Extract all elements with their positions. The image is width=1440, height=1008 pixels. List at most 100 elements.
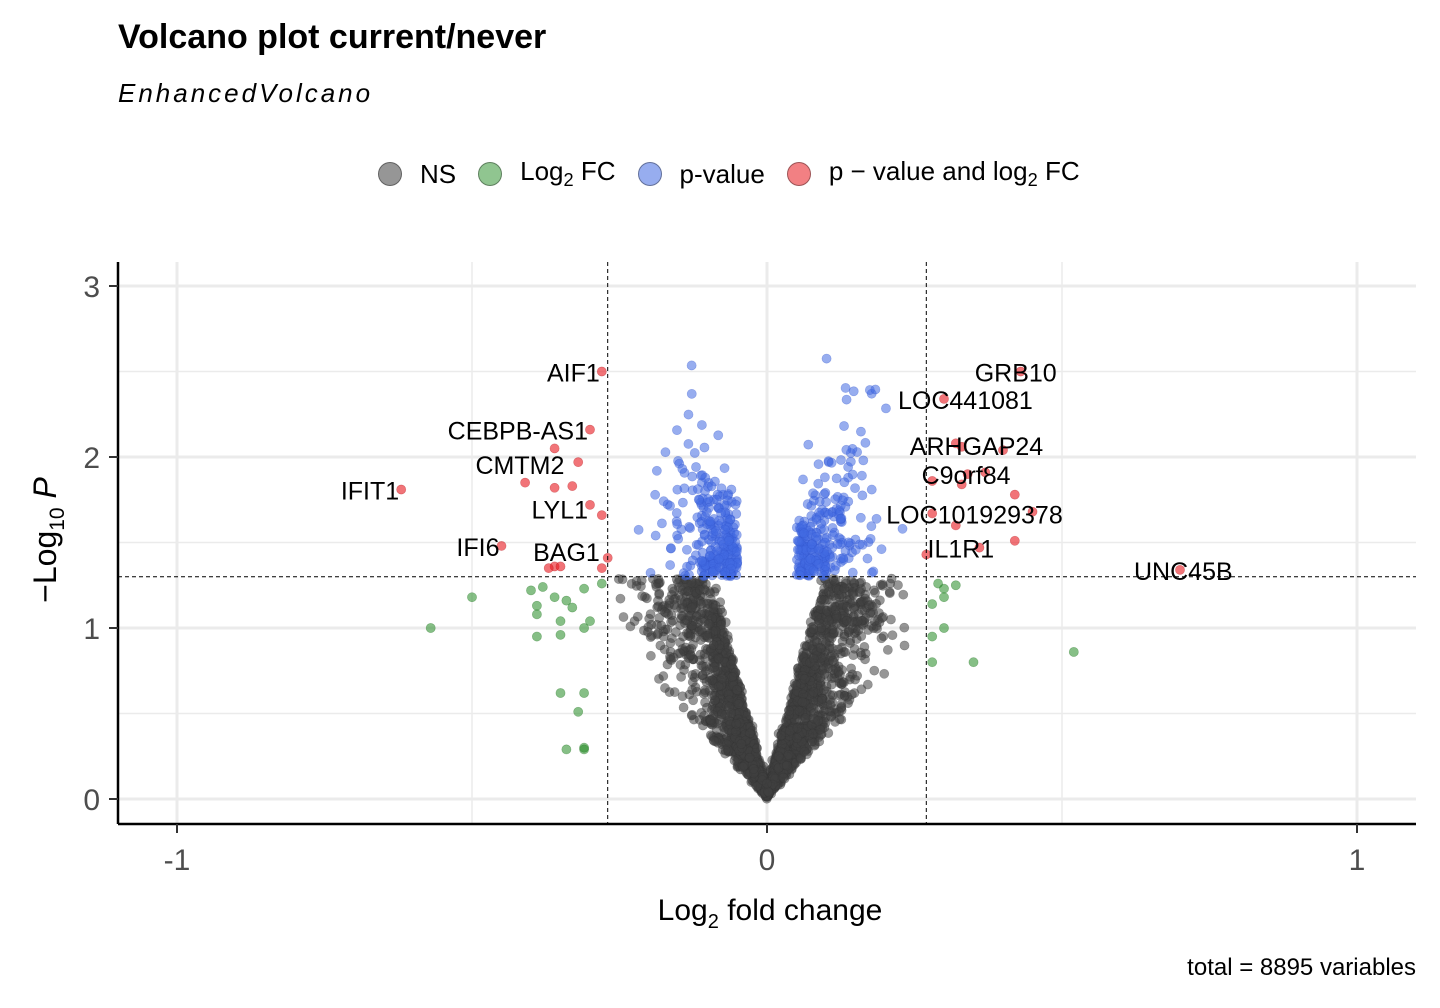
point-ns (716, 619, 727, 630)
point-both (956, 479, 967, 490)
point-pvalue (665, 560, 676, 570)
point-ns (839, 631, 850, 642)
point-pvalue (811, 514, 822, 525)
point-ns (682, 615, 693, 626)
point-ns (618, 612, 629, 622)
point-pvalue (793, 536, 804, 547)
point-pvalue (829, 565, 840, 576)
grid (118, 262, 1416, 824)
point-log2fc (968, 657, 979, 668)
point-pvalue (693, 540, 704, 550)
point-ns (695, 609, 706, 620)
point-log2fc (939, 623, 949, 633)
point-ns (799, 674, 810, 684)
point-ns (814, 736, 825, 747)
point-pvalue (712, 545, 723, 556)
point-ns (717, 607, 728, 618)
point-ns (653, 578, 664, 589)
gene-label: IFIT1 (341, 477, 399, 505)
point-pvalue (839, 477, 850, 488)
point-pvalue (650, 489, 661, 500)
point-pvalue (697, 524, 708, 534)
point-ns (882, 645, 893, 655)
point-pvalue (799, 528, 809, 539)
point-ns (631, 581, 642, 591)
point-ns (808, 653, 819, 664)
point-pvalue (813, 544, 824, 555)
point-pvalue (881, 403, 891, 414)
point-log2fc (1068, 647, 1079, 657)
point-both (596, 510, 607, 521)
point-ns (613, 574, 624, 584)
point-ns (727, 671, 738, 682)
point-pvalue (805, 554, 816, 564)
point-pvalue (658, 496, 669, 507)
point-ns (637, 591, 648, 601)
point-pvalue (798, 474, 808, 485)
point-pvalue (703, 494, 713, 504)
chart-subtitle: EnhancedVolcano (118, 78, 374, 108)
point-ns (677, 691, 688, 702)
point-ns (669, 687, 680, 697)
point-ns (721, 648, 732, 659)
point-ns (696, 625, 707, 635)
point-log2fc (526, 585, 536, 596)
point-both (567, 481, 578, 491)
point-pvalue (841, 444, 852, 455)
point-pvalue (665, 543, 676, 553)
point-pvalue (660, 447, 671, 458)
point-ns (816, 695, 827, 706)
point-ns (846, 689, 857, 700)
point-pvalue (813, 558, 824, 569)
point-ns (695, 585, 705, 595)
point-log2fc (579, 583, 589, 594)
gene-label: CMTM2 (476, 452, 565, 480)
point-ns (663, 609, 674, 620)
gene-label: LOC101929378 (886, 501, 1063, 529)
point-ns (829, 627, 839, 638)
point-pvalue (813, 459, 824, 470)
point-ns (862, 679, 873, 690)
point-pvalue (686, 388, 697, 399)
point-ns (884, 588, 895, 599)
gene-label: IL1R1 (928, 536, 995, 564)
point-pvalue (841, 394, 852, 405)
point-log2fc (467, 592, 477, 603)
point-pvalue (650, 530, 661, 541)
y-tick-label: 0 (83, 784, 100, 817)
point-both (950, 520, 961, 531)
gene-label: CEBPB-AS1 (448, 418, 588, 446)
point-pvalue (713, 430, 724, 441)
point-pvalue (818, 571, 829, 581)
point-pvalue (651, 465, 662, 476)
point-pvalue (865, 533, 876, 544)
point-pvalue (731, 546, 742, 557)
point-pvalue (811, 531, 821, 542)
point-ns (713, 653, 724, 664)
legend-item-ns: NS (378, 159, 456, 190)
x-tick-label: 1 (1349, 844, 1366, 877)
point-pvalue (836, 455, 846, 465)
point-ns (699, 710, 709, 721)
point-ns (762, 778, 772, 789)
point-pvalue (820, 537, 830, 548)
point-ns (678, 702, 689, 713)
axes: -1 0 1 0 1 2 3 (83, 262, 1416, 877)
point-ns (708, 710, 719, 721)
point-ns (819, 685, 829, 695)
point-pvalue (699, 570, 710, 581)
point-ns (645, 650, 656, 661)
point-ns (833, 690, 844, 701)
point-pvalue (808, 495, 819, 506)
point-ns (808, 624, 819, 635)
point-ns (791, 733, 802, 743)
point-ns (879, 668, 890, 679)
point-pvalue (696, 470, 706, 481)
point-ns (720, 745, 731, 756)
legend-label-ns: NS (420, 158, 457, 189)
point-ns (667, 583, 678, 594)
point-log2fc (567, 602, 578, 613)
point-ns (675, 659, 686, 670)
point-pvalue (838, 553, 849, 563)
legend-item-pvalue: p-value (637, 159, 765, 190)
